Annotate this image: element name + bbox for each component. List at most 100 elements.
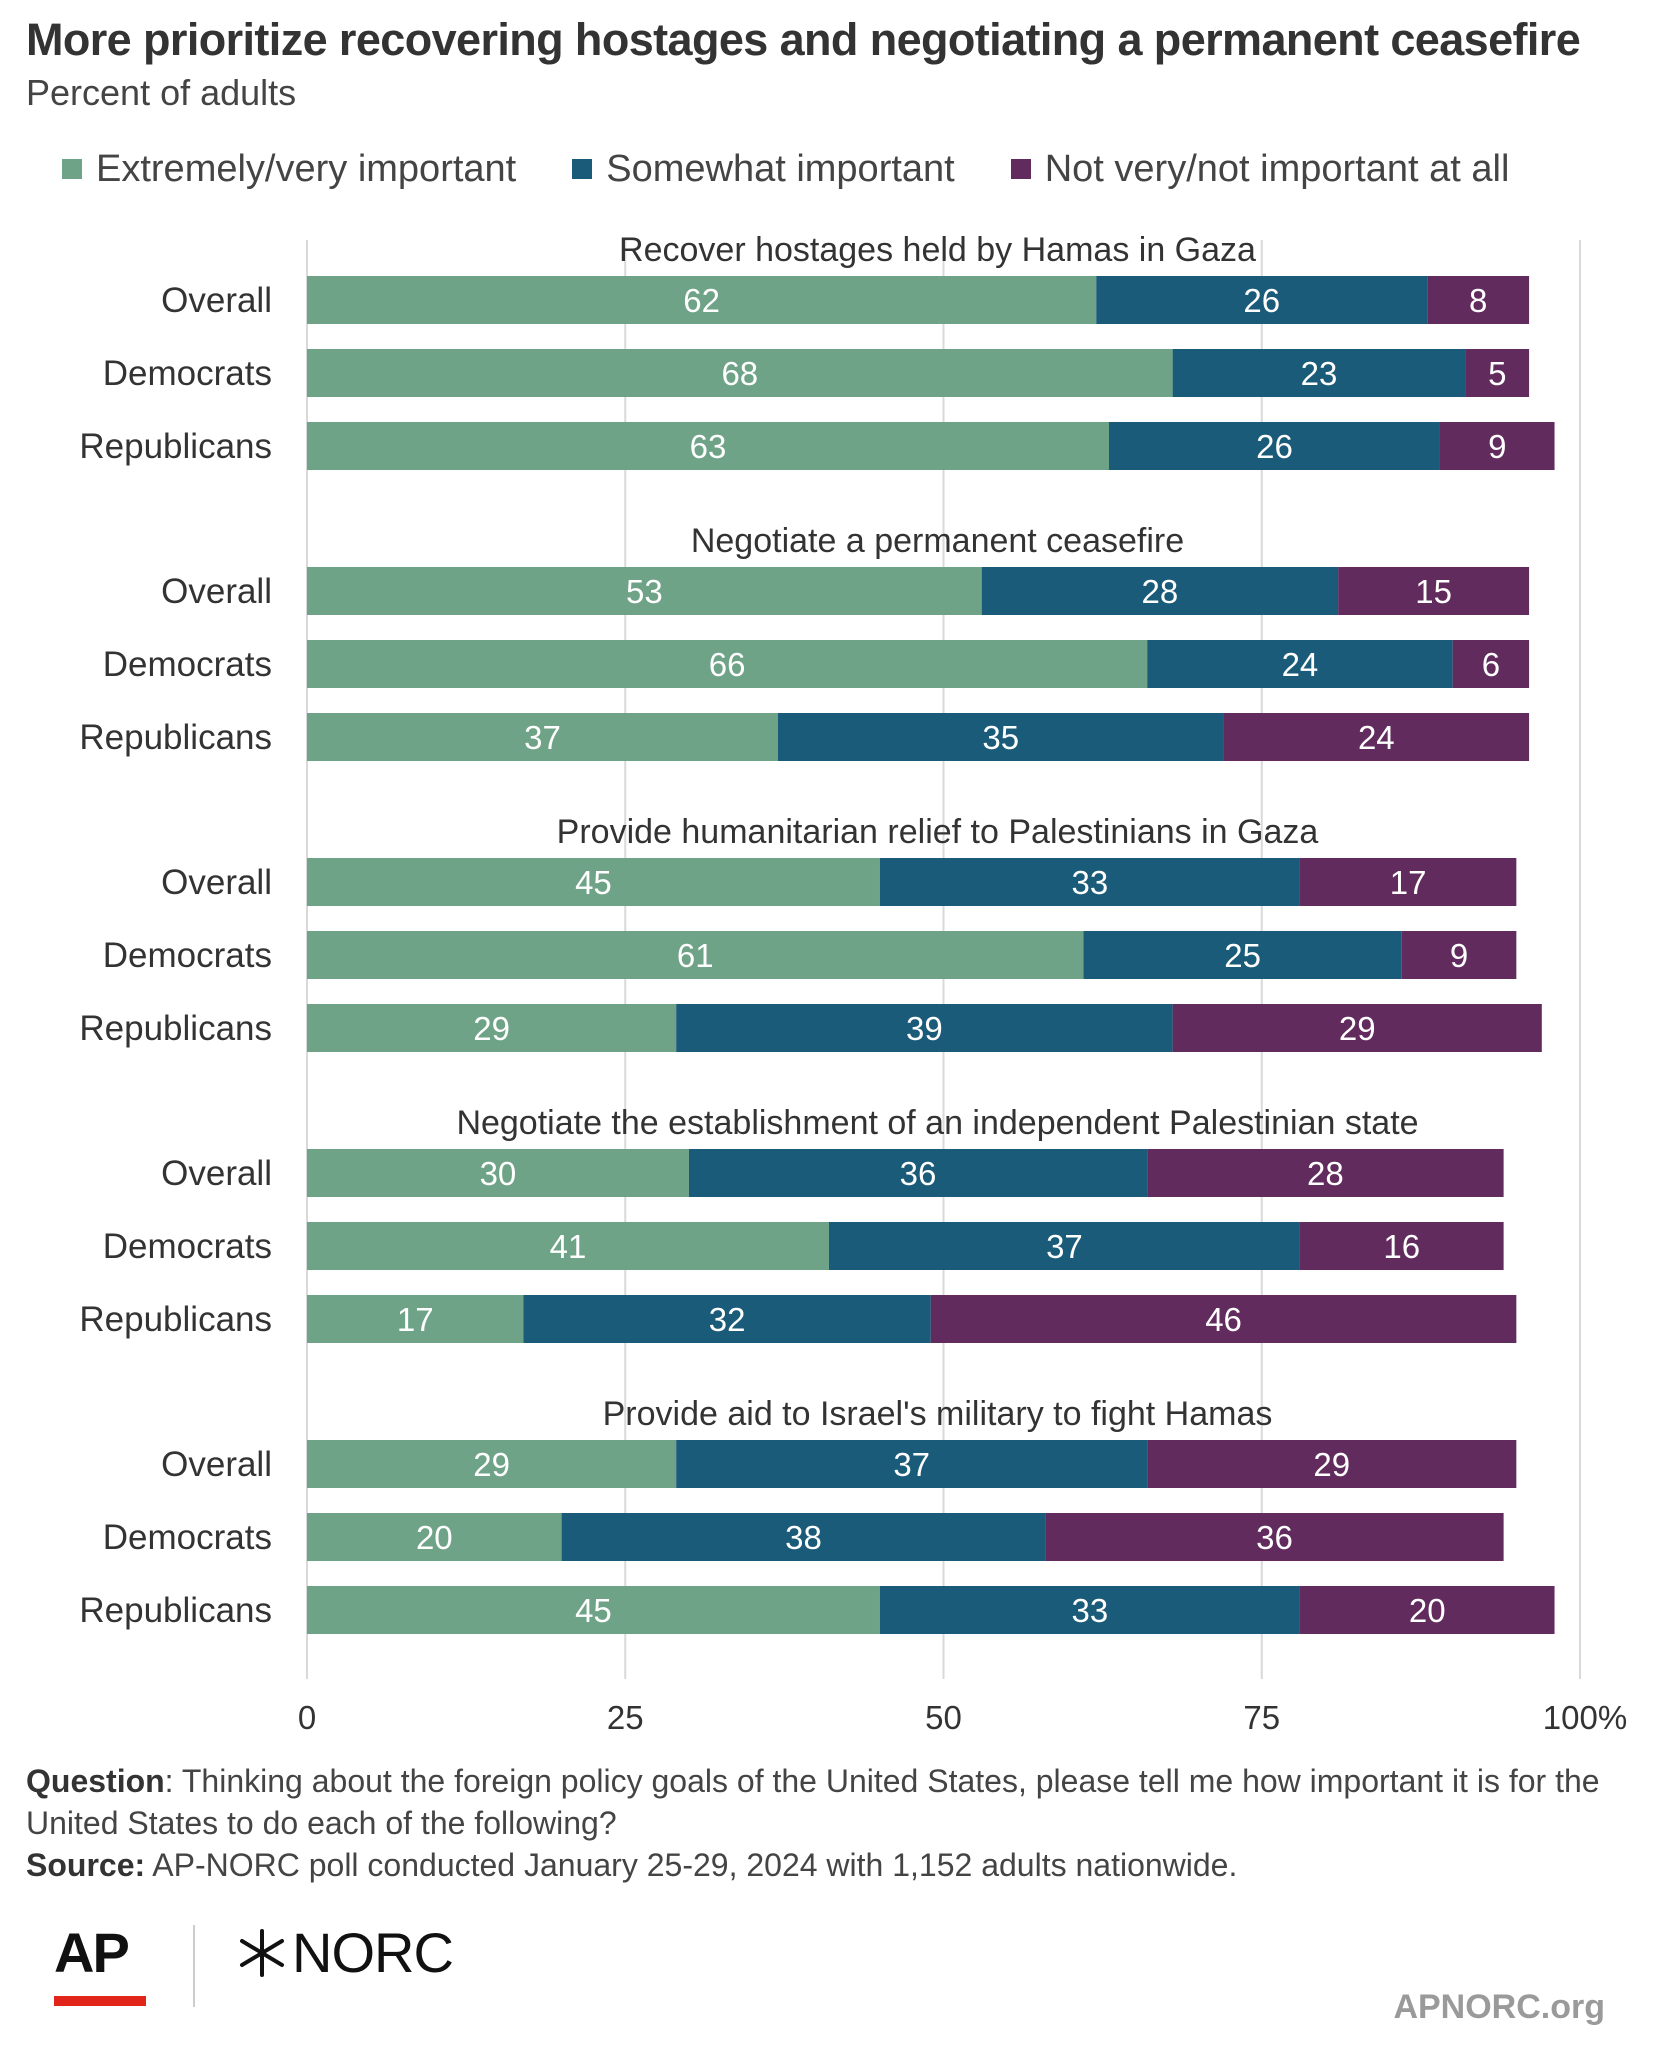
row-label-4-0: Overall [161,1445,272,1484]
data-label-somewhat-1-2: 35 [982,719,1019,756]
logo-divider [193,1925,195,2007]
chart-title: More prioritize recovering hostages and … [26,14,1581,65]
x-tick-label-1: 25 [607,1699,644,1736]
row-label-1-0: Overall [161,572,272,611]
source-text: AP-NORC poll conducted January 25-29, 20… [145,1847,1238,1883]
legend-label-somewhat: Somewhat important [606,147,955,190]
group-title-2: Provide humanitarian relief to Palestini… [557,813,1319,851]
row-label-4-1: Democrats [103,1518,272,1557]
row-label-4-2: Republicans [79,1591,272,1630]
data-label-not-2-0: 17 [1390,864,1427,901]
data-label-extremely-4-0: 29 [473,1446,510,1483]
bar-extremely-3-1 [307,1222,829,1270]
data-label-extremely-3-2: 17 [397,1301,434,1338]
chart-subtitle: Percent of adults [26,72,297,113]
legend-swatch-extremely [62,159,82,179]
data-label-somewhat-1-0: 28 [1142,573,1179,610]
data-label-somewhat-4-2: 33 [1072,1592,1109,1629]
legend-swatch-not [1010,159,1031,179]
norc-logo-text: NORC [292,1921,454,1984]
data-label-somewhat-4-1: 38 [785,1519,822,1556]
question-label: Question [26,1763,165,1799]
bar-extremely-3-0 [307,1149,689,1197]
data-label-not-3-1: 16 [1383,1228,1420,1265]
stacked-bar-chart: Recover hostages held by Hamas in Gaza Ov… [79,231,1627,1736]
data-label-somewhat-2-1: 25 [1224,937,1261,974]
data-label-somewhat-2-2: 39 [906,1010,943,1047]
bar-somewhat-2-0 [879,858,1300,906]
data-label-extremely-4-1: 20 [416,1519,453,1556]
bar-somewhat-3-0 [688,1149,1148,1197]
bar-not-0-1 [1465,349,1530,397]
group-title-0: Recover hostages held by Hamas in Gaza [619,231,1256,269]
data-label-extremely-2-1: 61 [677,937,714,974]
bar-extremely-3-2 [307,1295,524,1343]
data-label-somewhat-4-0: 37 [893,1446,930,1483]
bar-extremely-1-0 [307,567,982,615]
bar-not-2-1 [1401,931,1517,979]
bar-extremely-0-0 [307,276,1097,324]
bar-not-3-1 [1299,1222,1504,1270]
group-title-1: Negotiate a permanent ceasefire [691,522,1184,560]
bar-not-2-2 [1172,1004,1542,1052]
legend-label-extremely: Extremely/very important [96,147,517,190]
bar-not-1-0 [1338,567,1530,615]
row-label-3-1: Democrats [103,1227,272,1266]
data-label-not-0-0: 8 [1469,282,1487,319]
source-note: Source: AP-NORC poll conducted January 2… [26,1844,1626,1886]
bar-extremely-2-2 [307,1004,677,1052]
bar-not-3-2 [930,1295,1517,1343]
norc-star-icon [240,1928,284,1977]
bar-extremely-0-2 [307,422,1109,470]
x-tick-label-4: 100% [1543,1699,1627,1736]
data-label-extremely-2-2: 29 [473,1010,510,1047]
data-label-not-4-0: 29 [1313,1446,1350,1483]
data-label-somewhat-3-2: 32 [709,1301,746,1338]
row-label-2-1: Democrats [103,936,272,975]
group-title-3: Negotiate the establishment of an indepe… [456,1104,1418,1142]
bar-somewhat-1-2 [778,713,1224,761]
ap-logo: AP [54,1921,130,1984]
row-label-0-0: Overall [161,281,272,320]
row-label-3-2: Republicans [79,1300,272,1339]
legend-swatch-somewhat [572,159,593,179]
x-tick-label-3: 75 [1243,1699,1280,1736]
chart-footer: Question: Thinking about the foreign pol… [26,1760,1626,1886]
data-label-extremely-4-2: 45 [575,1592,612,1629]
bar-somewhat-3-1 [828,1222,1300,1270]
bar-somewhat-2-1 [1083,931,1402,979]
data-label-extremely-1-2: 37 [524,719,561,756]
row-label-1-2: Republicans [79,718,272,757]
data-label-not-1-1: 6 [1482,646,1500,683]
row-label-2-2: Republicans [79,1009,272,1048]
bar-not-0-2 [1439,422,1555,470]
data-label-somewhat-2-0: 33 [1072,864,1109,901]
data-label-not-1-0: 15 [1415,573,1452,610]
data-label-somewhat-3-1: 37 [1046,1228,1083,1265]
bar-somewhat-3-2 [523,1295,931,1343]
legend-item-not: Not very/not important at all [1010,147,1510,191]
row-label-1-1: Democrats [103,645,272,684]
bar-somewhat-4-1 [561,1513,1046,1561]
source-label: Source: [26,1847,146,1883]
data-label-extremely-3-0: 30 [480,1155,517,1192]
bar-not-4-2 [1299,1586,1555,1634]
data-label-not-3-2: 46 [1205,1301,1242,1338]
bar-extremely-1-1 [307,640,1148,688]
legend-label-not: Not very/not important at all [1044,147,1510,190]
legend: Extremely/very important Somewhat import… [62,145,1565,193]
bar-not-4-1 [1045,1513,1504,1561]
bar-somewhat-2-2 [676,1004,1173,1052]
data-label-not-3-0: 28 [1307,1155,1344,1192]
data-label-somewhat-0-0: 26 [1243,282,1280,319]
data-label-not-4-1: 36 [1256,1519,1293,1556]
row-label-0-1: Democrats [103,354,272,393]
data-label-somewhat-0-1: 23 [1301,355,1338,392]
norc-logo: NORC [236,1920,454,1985]
bar-extremely-0-1 [307,349,1173,397]
data-label-extremely-0-0: 62 [683,282,720,319]
ap-logo-underline [54,1996,146,2006]
bar-extremely-4-2 [307,1586,880,1634]
site-url: APNORC.org [1393,1988,1605,2026]
row-label-3-0: Overall [161,1154,272,1193]
